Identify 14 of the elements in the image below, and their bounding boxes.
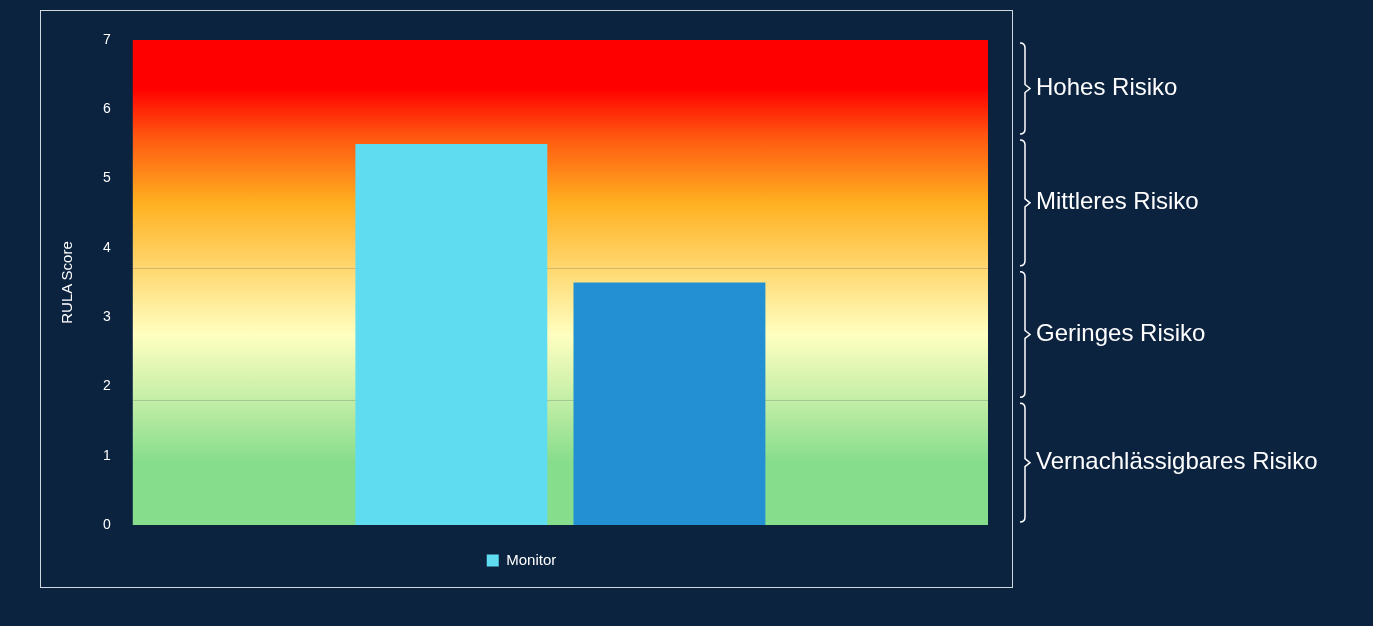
- band-label: Mittleres Risiko: [1036, 187, 1199, 215]
- band-label: Geringes Risiko: [1036, 319, 1206, 347]
- band-label: Hohes Risiko: [1036, 73, 1178, 101]
- y-tick-label: 0: [102, 515, 111, 532]
- band-label: Vernachlässigbares Risiko: [1036, 447, 1318, 475]
- y-tick-label: 6: [102, 100, 111, 117]
- legend-label: Monitor: [506, 550, 557, 568]
- y-tick-label: 1: [102, 446, 111, 463]
- y-tick-label: 3: [102, 308, 111, 324]
- y-tick-label: 2: [102, 377, 111, 394]
- y-axis-title: RULA Score: [58, 241, 76, 324]
- y-tick-label: 4: [102, 238, 111, 255]
- y-tick-label: 5: [102, 169, 111, 186]
- y-tick-label: 7: [102, 30, 111, 47]
